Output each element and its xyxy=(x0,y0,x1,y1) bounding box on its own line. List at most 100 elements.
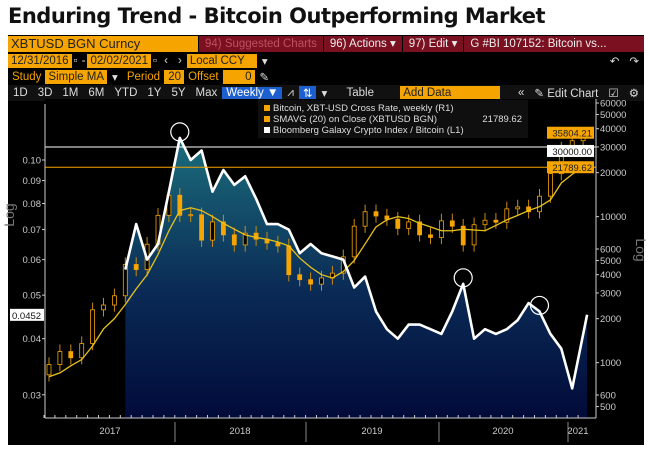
dropdown-icon[interactable]: ▾ xyxy=(261,56,268,68)
right-tick-label: 6000 xyxy=(600,245,621,256)
bitcoin-candle xyxy=(504,208,510,223)
toolbar-row-4: 1D 3D 1M 6M YTD 1Y 5Y Max Weekly ▼ ⩘ ⇅ ▾… xyxy=(8,85,644,101)
right-tick-label: 500 xyxy=(600,402,616,413)
right-tick-label: 2000 xyxy=(600,314,621,325)
right-tick-label: 60000 xyxy=(600,99,626,110)
bitcoin-candle xyxy=(438,220,444,238)
line-chart-icon[interactable]: ⩘ xyxy=(287,86,294,99)
legend-swatch xyxy=(264,127,270,133)
bitcoin-candle xyxy=(253,232,259,240)
toolbar-row-1: XBTUSD BGN Curncy 94) Suggested Charts 9… xyxy=(8,36,644,52)
smavg-tag-bg xyxy=(547,161,594,174)
bitcoin-candle xyxy=(449,220,455,227)
study-select[interactable]: Simple MA xyxy=(45,70,108,84)
actions-menu[interactable]: 96) Actions ▾ xyxy=(322,36,402,52)
smavg-line xyxy=(48,166,584,378)
candle-chart-icon[interactable]: ⇅ xyxy=(298,86,317,100)
range-1d[interactable]: 1D xyxy=(13,87,28,99)
bitcoin-candle xyxy=(308,279,314,285)
bitcoin-candle xyxy=(515,206,521,210)
bitcoin-candle xyxy=(548,173,553,197)
collapse-icon[interactable]: « xyxy=(517,87,525,99)
bitcoin-candle xyxy=(297,274,303,281)
range-3d[interactable]: 3D xyxy=(37,87,53,99)
frequency-select[interactable]: Weekly ▼ xyxy=(222,87,283,99)
right-tick-label: 50000 xyxy=(600,110,626,121)
bitcoin-candle xyxy=(384,215,390,220)
x-tick-label: 2019 xyxy=(361,426,382,437)
bitcoin-candle xyxy=(133,264,139,270)
offset-input[interactable]: 0 xyxy=(222,70,255,84)
ratio-tag-bg xyxy=(10,308,44,321)
dropdown-icon[interactable]: ▾ xyxy=(321,88,328,100)
legend-ratio: Bloomberg Galaxy Crypto Index / Bitcoin … xyxy=(273,125,464,136)
end-date-field[interactable]: 02/02/2021 xyxy=(87,54,152,68)
bitcoin-candle xyxy=(242,232,248,246)
calendar-icon[interactable]: ▫ xyxy=(73,55,78,67)
left-tick-label: 0.05 xyxy=(23,291,42,302)
x-tick-label: 2018 xyxy=(229,426,250,437)
study-label: Study xyxy=(12,71,42,83)
bitcoin-candle xyxy=(220,221,226,236)
left-tick-label: 0.04 xyxy=(23,334,42,345)
security-field[interactable]: XBTUSD BGN Curncy xyxy=(8,36,198,52)
range-1y[interactable]: 1Y xyxy=(147,87,162,99)
bitcoin-candle xyxy=(395,218,401,229)
highlight-circle xyxy=(453,268,473,288)
period-label: Period xyxy=(126,71,161,83)
chart-id-title[interactable]: G #BI 107152: Bitcoin vs... xyxy=(463,36,644,52)
bitcoin-candle xyxy=(471,224,477,246)
legend-bitcoin: Bitcoin, XBT-USD Cross Rate, weekly (R1) xyxy=(273,103,454,114)
add-data-input[interactable]: Add Data xyxy=(400,86,501,100)
bitcoin-candle xyxy=(101,304,106,311)
right-tick-label: 3000 xyxy=(600,288,621,299)
date-separator: - xyxy=(81,55,86,67)
next-arrow-icon[interactable]: › xyxy=(177,55,182,67)
page-title: Enduring Trend - Bitcoin Outperforming M… xyxy=(8,4,546,28)
edit-menu[interactable]: 97) Edit ▾ xyxy=(401,36,464,52)
right-tick-label: 4000 xyxy=(600,270,621,281)
legend: Bitcoin, XBT-USD Cross Rate, weekly (R1)… xyxy=(258,100,528,138)
edit-chart-label: Edit Chart xyxy=(547,88,599,100)
bitcoin-candle xyxy=(482,219,488,226)
offset-label: Offset xyxy=(188,71,219,83)
right-tick-label: 40000 xyxy=(600,124,626,135)
redo-icon[interactable]: ↷ xyxy=(629,56,639,68)
range-ytd[interactable]: YTD xyxy=(114,87,138,99)
prev-arrow-icon[interactable]: ‹ xyxy=(164,55,168,67)
bitcoin-candle xyxy=(373,211,379,217)
toolbar-row-3: Study Simple MA ▾ Period 20 Offset 0 ✎ xyxy=(8,69,644,85)
right-tick-label: 20000 xyxy=(600,168,626,179)
checkbox-icon[interactable]: ☑ xyxy=(608,88,619,100)
range-6m[interactable]: 6M xyxy=(88,87,105,99)
calendar-icon[interactable]: ▫ xyxy=(153,55,158,67)
suggested-charts-button[interactable]: 94) Suggested Charts xyxy=(198,36,323,52)
dropdown-icon[interactable]: ▾ xyxy=(112,72,118,84)
range-max[interactable]: Max xyxy=(195,87,218,99)
bitcoin-candle xyxy=(493,219,499,223)
table-button[interactable]: Table xyxy=(346,87,375,99)
currency-select[interactable]: Local CCY xyxy=(186,54,257,68)
right-tick-label: 1000 xyxy=(600,358,621,369)
pencil-icon[interactable]: ✎ xyxy=(259,72,270,84)
period-input[interactable]: 20 xyxy=(164,70,185,84)
bitcoin-candle xyxy=(57,351,63,365)
range-5y[interactable]: 5Y xyxy=(171,87,186,99)
left-tick-label: 0.07 xyxy=(23,225,42,236)
start-date-field[interactable]: 12/31/2016 xyxy=(8,54,72,68)
undo-icon[interactable]: ↶ xyxy=(609,56,620,68)
last-price-tag: 35804.21 xyxy=(552,129,592,140)
x-tick-label: 2020 xyxy=(492,426,513,437)
legend-background xyxy=(258,100,528,138)
gear-icon[interactable]: ⚙ xyxy=(628,88,639,100)
bitcoin-candle xyxy=(460,225,466,246)
ratio-last-tag: 0.0452 xyxy=(12,311,41,322)
edit-chart-button[interactable]: ✎ Edit Chart xyxy=(534,88,599,100)
bitcoin-candle xyxy=(68,351,74,359)
last-price-tag-bg xyxy=(547,126,594,139)
hline-tag: 30000.00 xyxy=(552,147,592,158)
range-1m[interactable]: 1M xyxy=(62,87,79,99)
bitcoin-candle xyxy=(275,242,281,247)
right-tick-label: 5000 xyxy=(600,256,621,267)
